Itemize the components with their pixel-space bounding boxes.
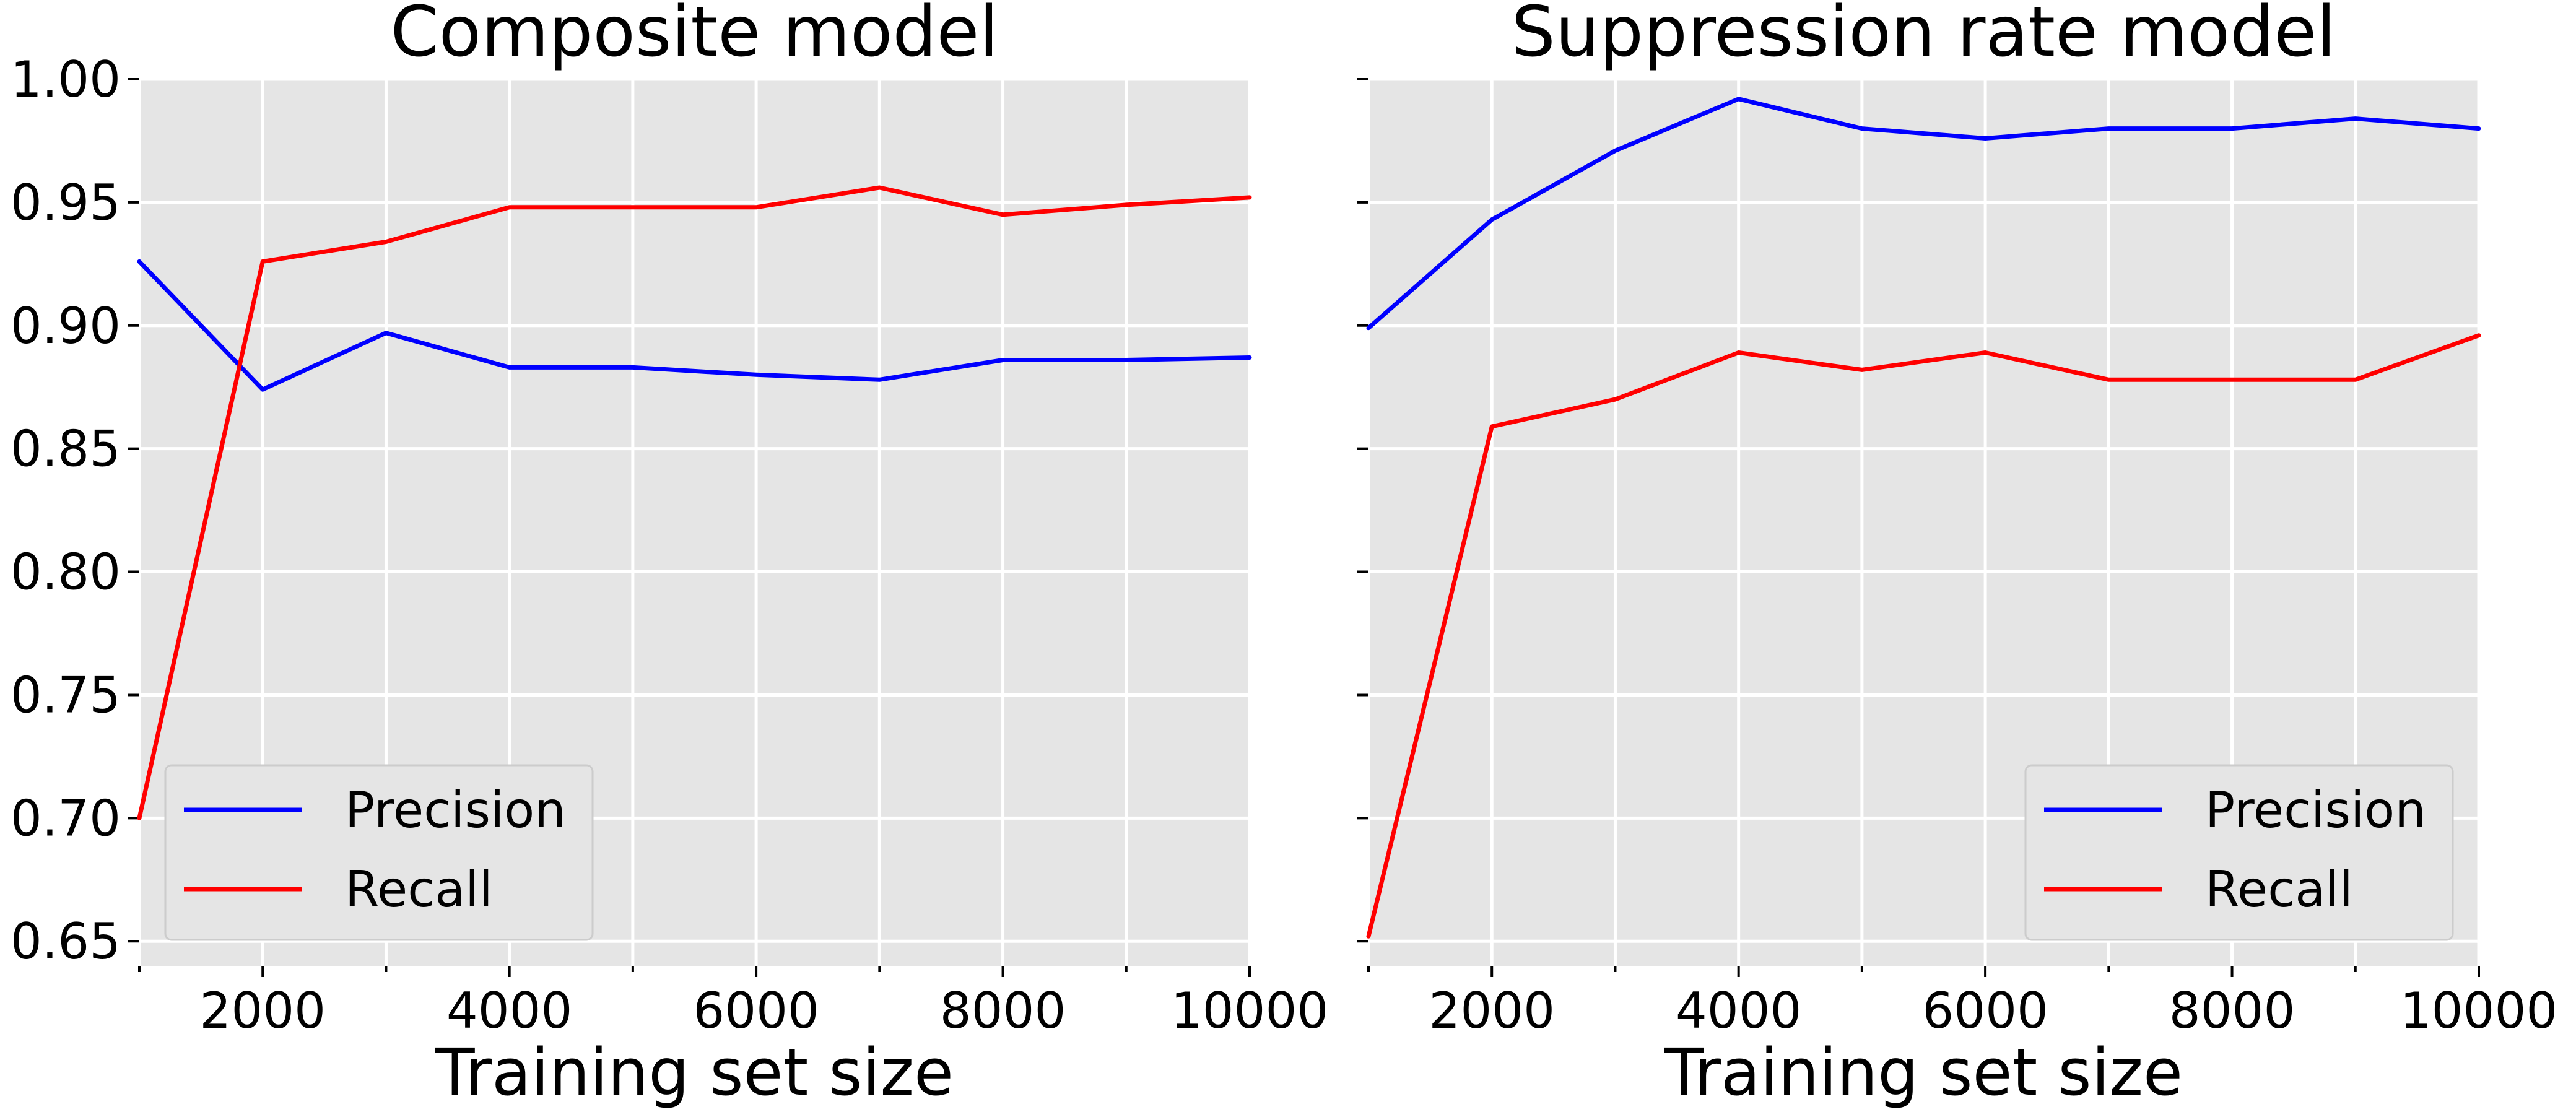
data-point-recall bbox=[261, 259, 264, 263]
data-point-precision bbox=[1490, 218, 1494, 222]
y-tick-label: 1.00 bbox=[11, 51, 121, 108]
data-point-recall bbox=[1248, 196, 1251, 199]
x-tick-label: 6000 bbox=[693, 982, 819, 1040]
data-point-recall bbox=[1983, 351, 1987, 355]
chart-title: Composite model bbox=[390, 0, 998, 72]
data-point-precision bbox=[1001, 358, 1005, 362]
data-point-recall bbox=[1613, 397, 1617, 401]
y-tick-label: 0.70 bbox=[11, 789, 121, 847]
series-line-recall bbox=[137, 185, 1252, 820]
data-point-precision bbox=[1737, 97, 1741, 101]
chart-panel-1: 0.65 0.70 0.75 0.80 0.85 0.90 0.95 1.00 2000 4000… bbox=[11, 0, 1328, 1110]
data-point-recall bbox=[2107, 378, 2110, 381]
series-line-precision bbox=[137, 259, 1252, 392]
data-point-precision bbox=[1613, 149, 1617, 152]
data-point-precision bbox=[2354, 117, 2357, 121]
legend-label-precision: Precision bbox=[345, 781, 566, 839]
y-tick-label: 0.80 bbox=[11, 544, 121, 601]
legend-label-precision: Precision bbox=[2205, 781, 2426, 839]
data-point-recall bbox=[1367, 934, 1370, 938]
data-point-precision bbox=[1983, 136, 1987, 140]
data-point-recall bbox=[631, 206, 635, 209]
x-tick-label: 8000 bbox=[940, 982, 1066, 1040]
chart-panel-2: 2000 4000 6000 8000 10000 Suppression rate mo… bbox=[1357, 0, 2557, 1110]
data-point-precision bbox=[2107, 127, 2110, 131]
x-tick-label: 10000 bbox=[2400, 982, 2558, 1040]
data-point-recall bbox=[877, 186, 881, 189]
data-point-recall bbox=[508, 206, 511, 209]
data-point-precision bbox=[384, 331, 388, 335]
data-point-precision bbox=[1860, 127, 1864, 131]
y-tick-label: 0.95 bbox=[11, 174, 121, 232]
data-point-precision bbox=[877, 378, 881, 381]
data-point-precision bbox=[2230, 127, 2234, 131]
data-point-precision bbox=[754, 373, 758, 376]
legend-label-recall: Recall bbox=[2205, 861, 2353, 918]
x-tick-label: 4000 bbox=[1676, 982, 1802, 1040]
data-point-recall bbox=[1860, 368, 1864, 371]
data-point-recall bbox=[2354, 378, 2357, 381]
data-point-precision bbox=[261, 388, 264, 391]
y-tick-label: 0.90 bbox=[11, 297, 121, 355]
x-tick-label: 4000 bbox=[446, 982, 573, 1040]
data-point-precision bbox=[137, 259, 141, 263]
x-tick-label: 10000 bbox=[1171, 982, 1329, 1040]
data-point-recall bbox=[1490, 425, 1494, 428]
chart-title: Suppression rate model bbox=[1512, 0, 2336, 72]
data-point-recall bbox=[754, 206, 758, 209]
data-point-precision bbox=[631, 365, 635, 369]
legend: Precision Recall bbox=[2024, 764, 2454, 941]
x-tick-label: 8000 bbox=[2169, 982, 2295, 1040]
data-point-precision bbox=[508, 365, 511, 369]
data-point-recall bbox=[137, 816, 141, 820]
data-point-precision bbox=[2477, 127, 2481, 131]
data-point-recall bbox=[2230, 378, 2234, 381]
data-point-precision bbox=[1367, 326, 1370, 330]
x-axis-label: Training set size bbox=[435, 1035, 954, 1110]
legend-label-recall: Recall bbox=[345, 861, 493, 918]
x-tick-label: 2000 bbox=[199, 982, 326, 1040]
data-point-precision bbox=[1125, 358, 1128, 362]
legend: Precision Recall bbox=[164, 764, 594, 941]
series-line-precision bbox=[1366, 97, 2481, 331]
data-point-recall bbox=[1737, 351, 1741, 355]
data-point-recall bbox=[2477, 334, 2481, 337]
series-line-recall bbox=[1366, 333, 2481, 939]
data-point-recall bbox=[1001, 213, 1005, 217]
data-point-recall bbox=[384, 240, 388, 244]
data-point-precision bbox=[1248, 355, 1251, 359]
x-tick-label: 6000 bbox=[1922, 982, 2048, 1040]
y-tick-label: 0.85 bbox=[11, 420, 121, 478]
x-tick-label: 2000 bbox=[1429, 982, 1555, 1040]
data-point-recall bbox=[1125, 203, 1128, 207]
y-tick-label: 0.75 bbox=[11, 666, 121, 724]
y-tick-label: 0.65 bbox=[11, 913, 121, 970]
x-axis-label: Training set size bbox=[1664, 1035, 2183, 1110]
